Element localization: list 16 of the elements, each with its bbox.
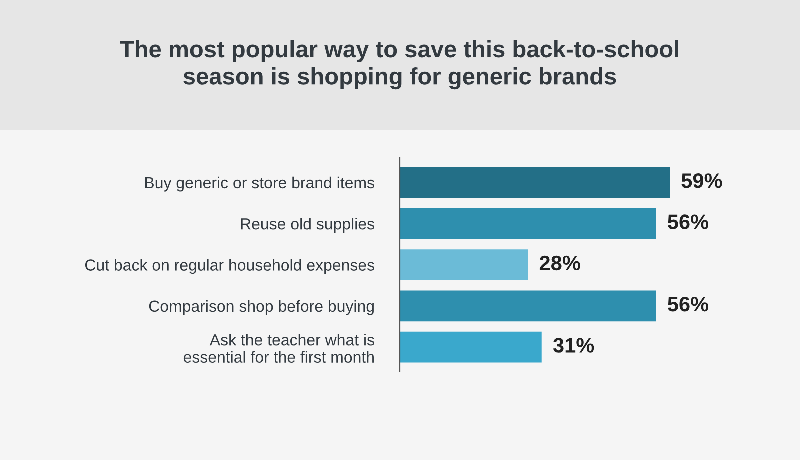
data-label: 28% [540, 256, 580, 271]
bar [400, 167, 670, 198]
data-label: 59% [682, 174, 722, 188]
bar [400, 208, 656, 240]
data-label: 56% [668, 296, 709, 312]
y-tick-label: Buy generic or store brand items [146, 176, 374, 192]
bar [400, 290, 656, 322]
bar [400, 332, 542, 363]
y-tick-label: Reuse old supplies [241, 218, 374, 233]
chart-title: The most popular way to save this back-to-school season is shopping for generic brands [120, 40, 678, 90]
y-tick-label: Cut back on regular household expenses [85, 259, 374, 274]
y-tick-label: Ask the teacher what is essential for the first month [184, 334, 374, 364]
data-label: 31% [553, 338, 594, 353]
data-label: 56% [668, 214, 709, 230]
y-tick-label: Comparison shop before buying [149, 300, 374, 316]
bar [400, 250, 528, 280]
